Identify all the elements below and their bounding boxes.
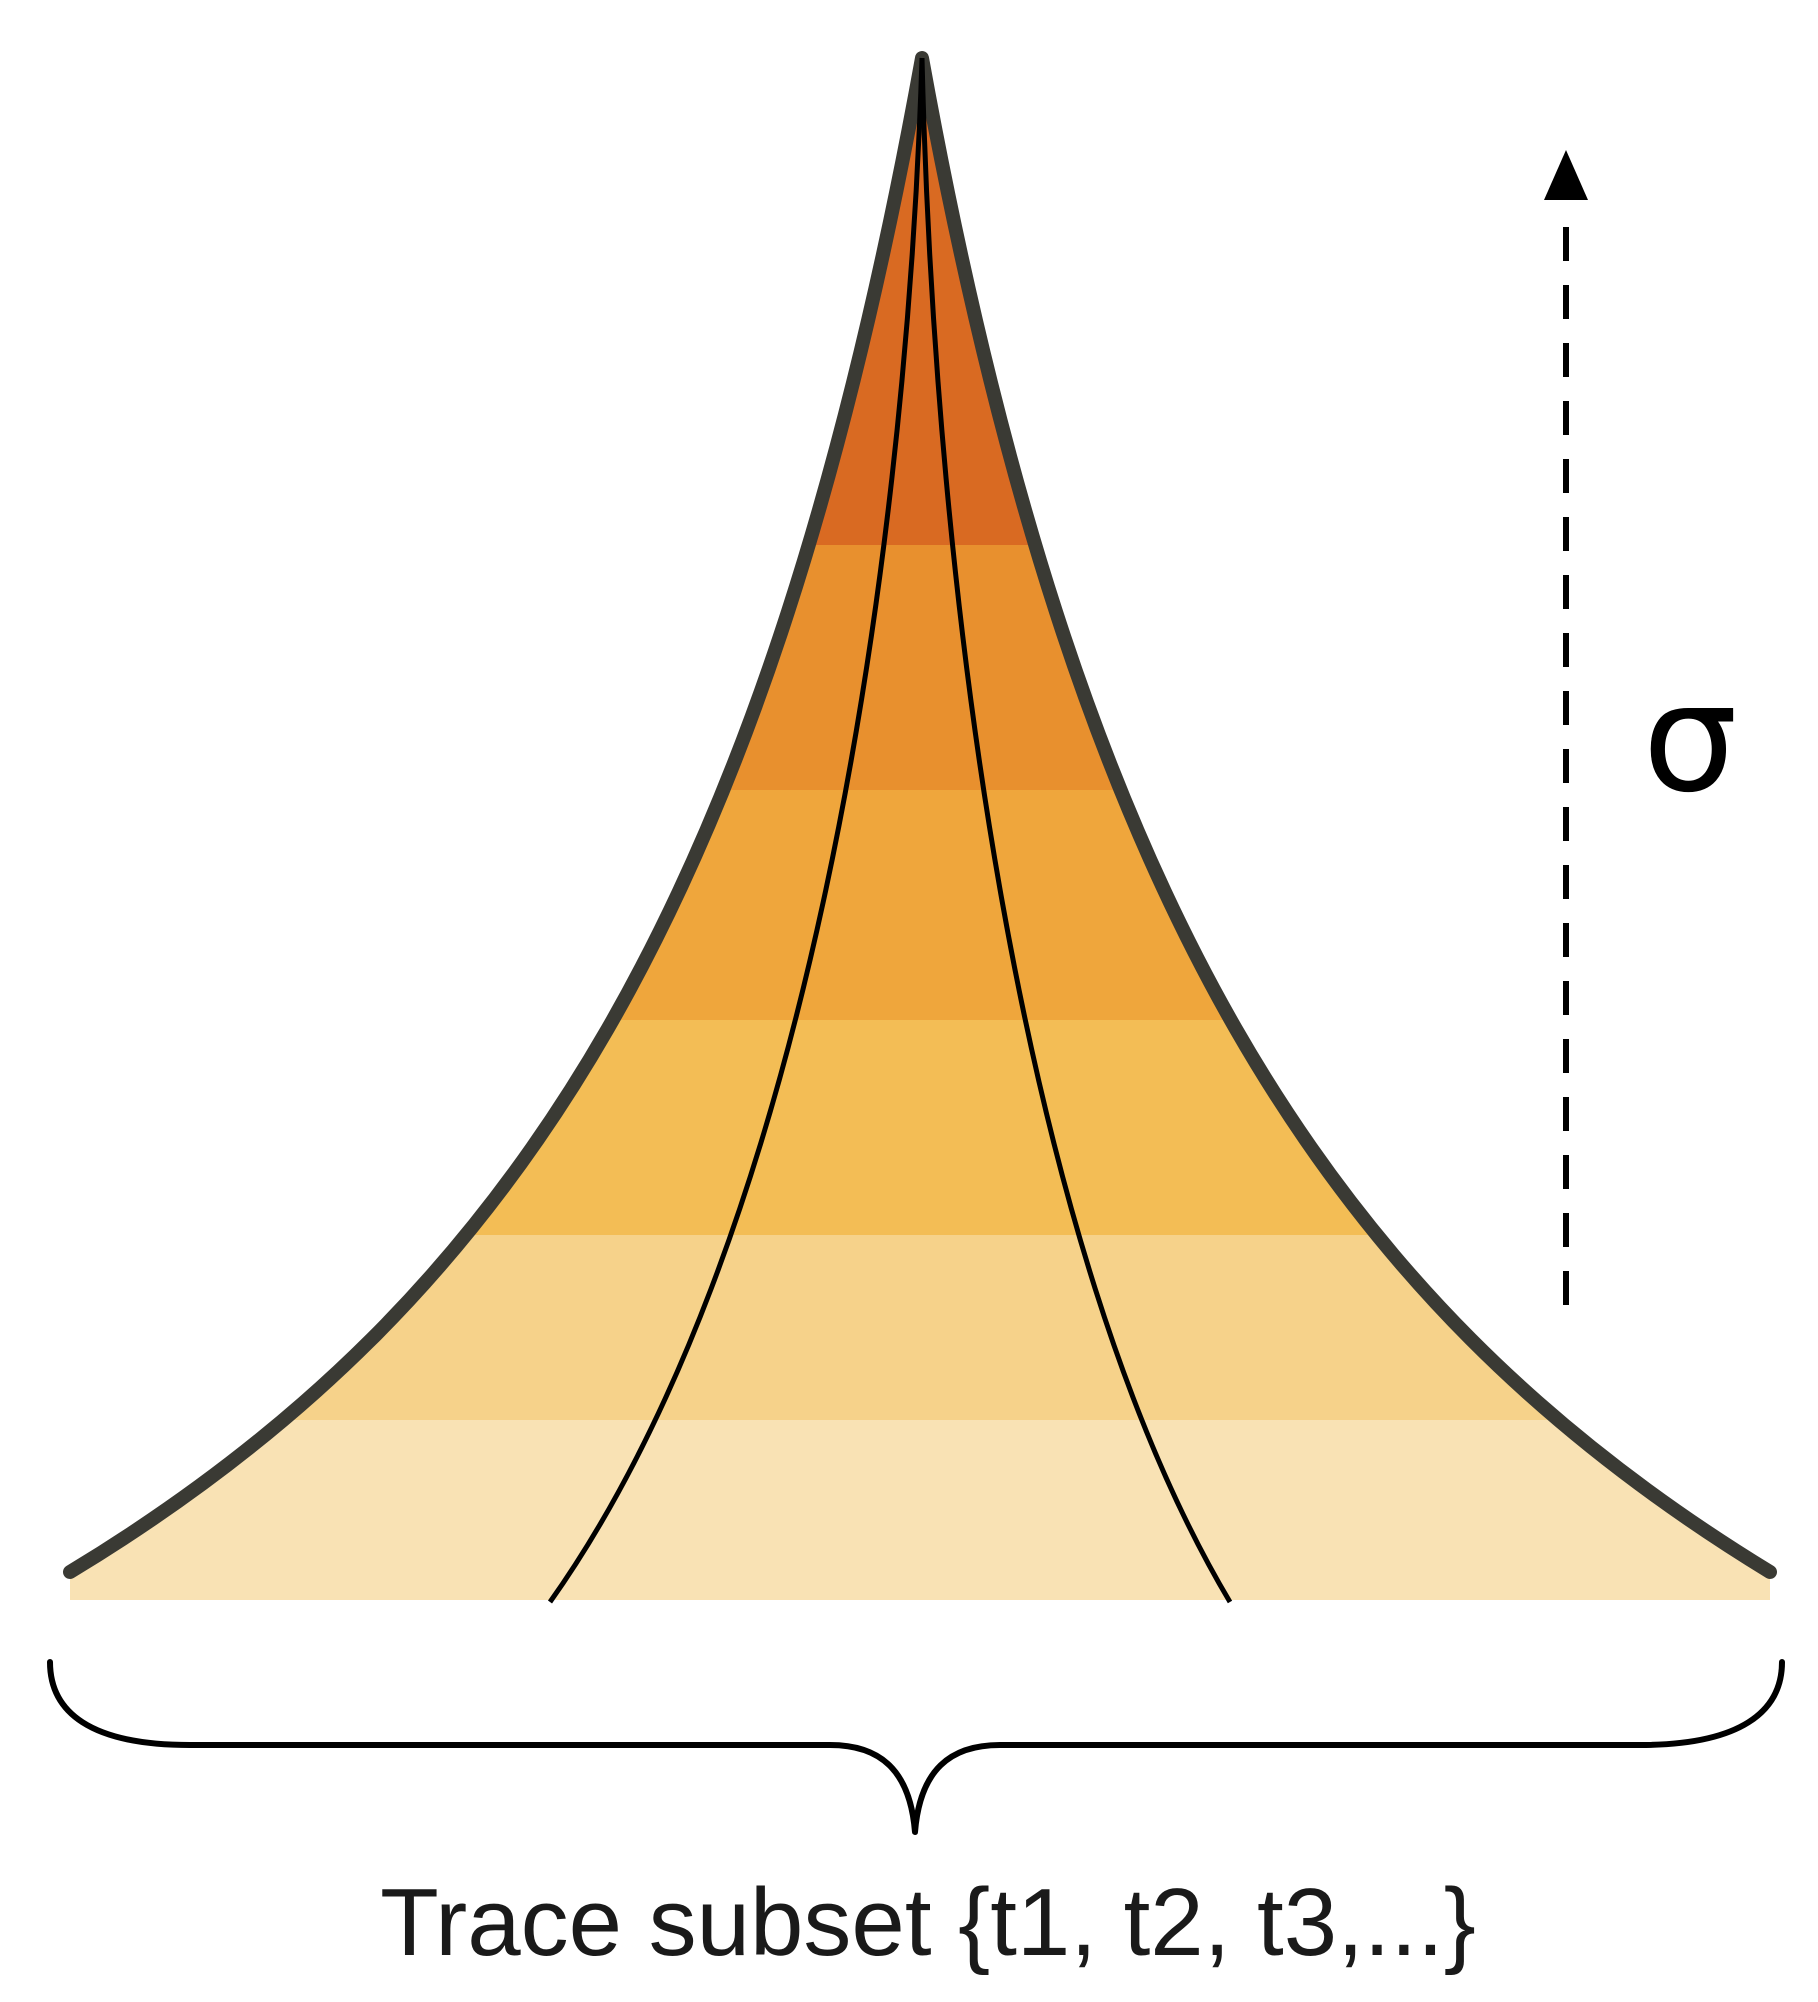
- trace-line-right: [919, 57, 1233, 1604]
- cone-band-5: [70, 1235, 1770, 1420]
- trace-line-left: [547, 57, 925, 1604]
- cone-band-3: [70, 790, 1770, 1020]
- trace-subset-caption: Trace subset {t1, t2, t3,...}: [380, 1869, 1476, 1976]
- sigma-arrow-head: [1544, 150, 1588, 200]
- subset-brace: [47, 1659, 1785, 1835]
- cone-band-4: [70, 1020, 1770, 1235]
- cone-fill: [70, 58, 1770, 1600]
- cone-band-2: [70, 545, 1770, 790]
- cone-band-6: [70, 1420, 1770, 1600]
- sigma-label: σ: [1642, 652, 1737, 826]
